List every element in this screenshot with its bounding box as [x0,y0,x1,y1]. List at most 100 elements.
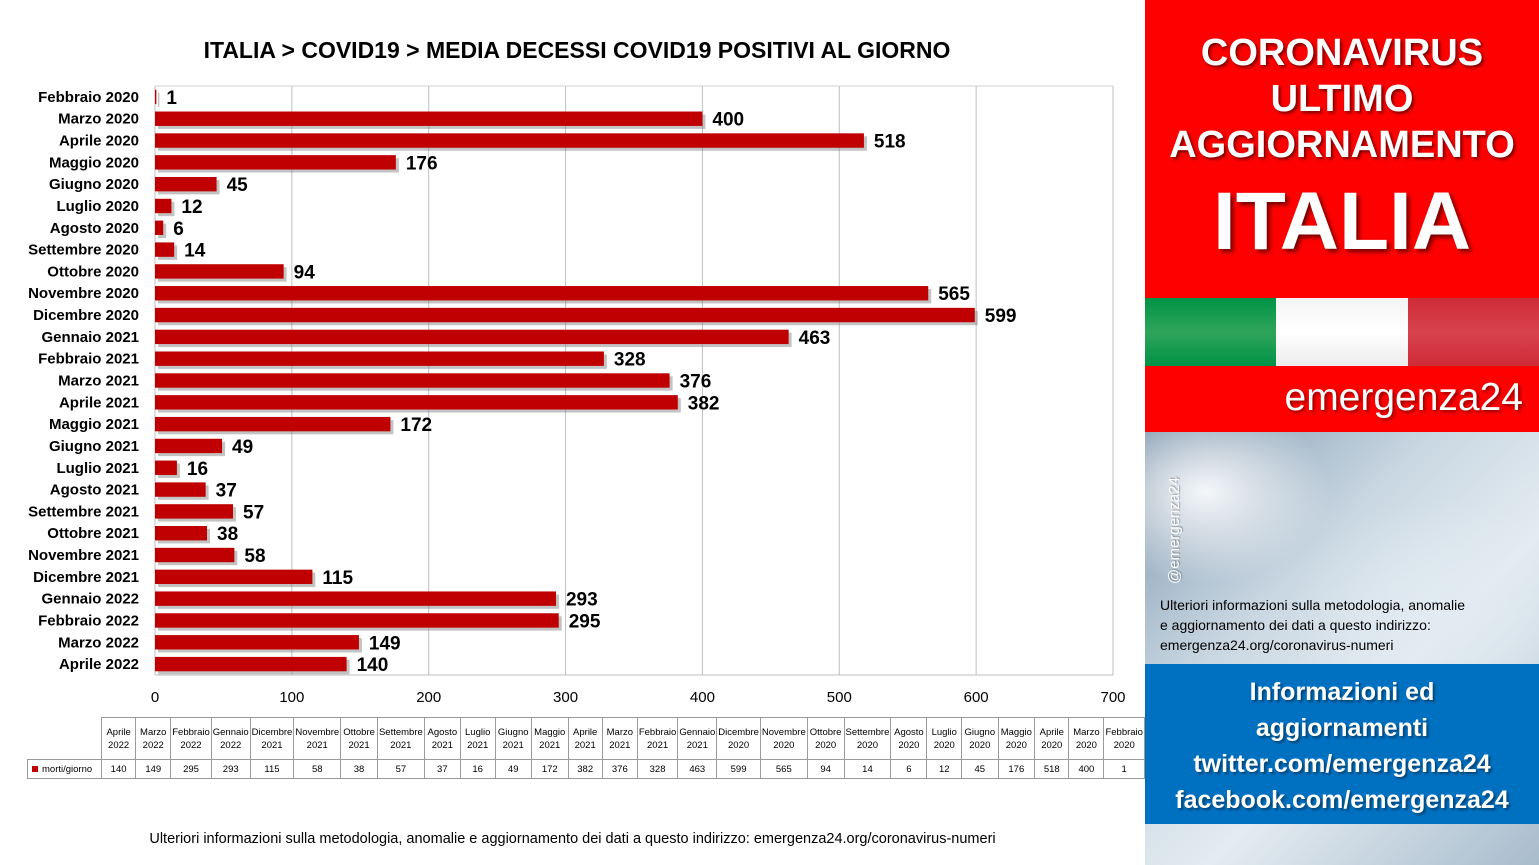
sidebar: CORONAVIRUS ULTIMO AGGIORNAMENTO ITALIA … [1145,0,1539,865]
table-values-row: morti/giorno 140 149 295 293 115 58 38 57 37 16 49… [27,759,1145,779]
table-column-header: Settembre 2021 [376,717,425,760]
table-value-cell: 599 [716,759,761,779]
twitter-link[interactable]: twitter.com/emergenza24 [1193,750,1491,778]
data-label: 463 [799,328,831,349]
banner-line: CORONAVIRUS [1200,32,1484,74]
category-label: Febbraio 2022 [38,612,139,629]
table-value-cell: 1 [1103,759,1145,779]
data-label: 45 [227,175,249,196]
bar [155,307,975,323]
x-tick-label: 300 [553,689,578,706]
table-value-cell: 49 [494,759,532,779]
table-value-cell: 38 [340,759,378,779]
bar [155,569,313,585]
bar [155,286,929,301]
info-line: aggiornamenti [1255,714,1429,742]
table-column-header: Marzo 2022 [135,717,172,760]
category-label: Maggio 2021 [49,416,139,433]
data-label: 376 [680,372,712,393]
grid-lines [154,85,1114,676]
sidebar-note-line: e aggiornamento dei dati a questo indiri… [1160,617,1431,633]
category-label: Luglio 2020 [56,198,139,215]
data-label: 293 [566,590,598,611]
footer-note: Ulteriori informazioni sulla metodologia… [149,831,996,847]
table-value-cell: 14 [843,759,892,779]
table-value-cell: 376 [601,759,638,779]
data-label: 176 [406,153,438,174]
sidebar-note-link[interactable]: emergenza24.org/coronavirus-numeri [1160,637,1394,653]
bar [155,482,206,497]
table-column-header: Marzo 2020 [1068,717,1105,760]
table-series-label: morti/giorno [42,763,93,775]
table-column-header: Ottobre 2021 [340,717,378,760]
x-tick-label: 0 [151,689,159,706]
bar [155,111,703,126]
italian-flag [1145,298,1539,366]
data-label: 49 [232,437,253,458]
table-column-header: Aprile 2022 [100,717,137,760]
data-label: 37 [216,481,237,502]
table-column-header: Giugno 2020 [961,717,999,760]
chart-area: ITALIA > COVID19 > MEDIA DECESSI COVID19… [27,37,1145,847]
table-value-cell: 565 [759,759,808,779]
table-value-cell: 115 [249,759,295,779]
data-label: 400 [712,110,744,131]
table-column-header: Novembre 2020 [759,717,808,760]
bar [155,264,284,279]
table-value-cell: 382 [567,759,603,779]
data-label: 518 [874,132,906,153]
data-label: 12 [181,197,202,218]
facebook-link[interactable]: facebook.com/emergenza24 [1175,786,1509,814]
table-corner [28,718,102,760]
table-column-header: Luglio 2020 [926,717,963,760]
bar [155,438,223,454]
bars [155,89,978,675]
x-tick-labels: 0 100 200 300 400 500 600 700 [151,689,1126,706]
brand-bar: emergenza24 [1145,366,1539,432]
table-value-cell: 172 [530,759,569,779]
bar [155,395,678,410]
category-label: Gennaio 2021 [41,329,139,346]
bar-shadow [158,92,160,108]
data-label: 382 [688,393,720,414]
bar [155,526,208,541]
table-value-cell: 400 [1068,759,1105,779]
bar [155,504,234,519]
category-label: Dicembre 2020 [33,307,139,324]
bar [155,176,217,192]
table-column-header: Agosto 2021 [423,717,461,760]
category-label: Settembre 2020 [28,242,139,259]
data-label: 38 [217,524,238,545]
table-series-cell: morti/giorno [27,759,102,779]
table-value-cell: 37 [423,759,461,779]
flag-stripe-white [1276,298,1408,366]
x-tick-label: 100 [279,689,304,706]
table-column-header: Ottobre 2020 [806,717,845,760]
table-value-cell: 16 [459,759,496,779]
bar [155,133,864,148]
social-handle: @emergenza24 [1166,477,1183,584]
category-label: Novembre 2021 [28,547,139,564]
bar [155,635,359,650]
data-label: 94 [294,262,316,283]
bar [155,460,177,475]
table-column-header: Agosto 2020 [890,717,928,760]
x-tick-label: 400 [690,689,715,706]
data-table: Aprile 2022 Marzo 2022 Febbraio 2022 Gennai… [27,717,1145,779]
table-column-header: Giugno 2021 [494,717,532,760]
category-label: Marzo 2020 [58,111,139,128]
table-value-cell: 140 [100,759,137,779]
banner-line: AGGIORNAMENTO [1169,124,1515,166]
table-value-cell: 45 [961,759,999,779]
bar [155,329,789,345]
brand-name: emergenza24 [1284,376,1524,419]
flag-stripe-green [1145,298,1277,366]
table-value-cell: 57 [376,759,425,779]
legend-swatch [32,765,38,772]
data-label: 140 [357,655,389,676]
table-column-header: Maggio 2020 [997,717,1036,760]
chart-title: ITALIA > COVID19 > MEDIA DECESSI COVID19… [204,37,951,63]
data-label: 6 [173,219,184,240]
bar [155,613,559,628]
bar [155,591,556,606]
